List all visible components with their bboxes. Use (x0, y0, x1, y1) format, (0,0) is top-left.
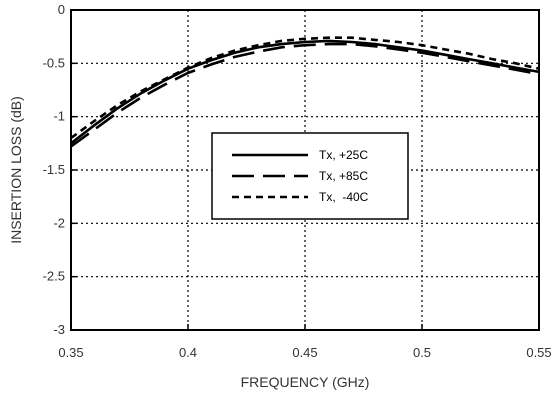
series-group (71, 36, 539, 148)
y-tick-label: -1 (53, 109, 65, 124)
y-axis-ticks: 0 -0.5 -1 -1.5 -2 -2.5 -3 (43, 2, 77, 337)
x-tick-label: 0.5 (413, 345, 431, 360)
legend-label-1: Tx, +25C (319, 148, 368, 162)
x-tick-label: 0.35 (58, 345, 83, 360)
y-tick-label: -0.5 (43, 55, 65, 70)
x-axis-ticks: 0.35 0.4 0.45 0.5 0.55 (58, 324, 552, 360)
legend-label-2: Tx, +85C (319, 169, 368, 183)
x-axis-title: FREQUENCY (GHz) (241, 374, 370, 390)
y-tick-label: 0 (58, 2, 65, 17)
legend-label-3: Tx, -40C (319, 190, 369, 204)
legend: Tx, +25C Tx, +85C Tx, -40C (211, 132, 409, 220)
y-axis-title: INSERTION LOSS (dB) (8, 96, 24, 244)
y-tick-label: -1.5 (43, 162, 65, 177)
series-line-2 (71, 42, 539, 148)
series-line-1 (71, 39, 539, 145)
y-tick-label: -2.5 (43, 269, 65, 284)
x-tick-label: 0.55 (526, 345, 551, 360)
y-tick-label: -2 (53, 215, 65, 230)
y-tick-label: -3 (53, 322, 65, 337)
series-line-3 (71, 36, 539, 140)
x-tick-label: 0.45 (292, 345, 317, 360)
x-tick-label: 0.4 (179, 345, 197, 360)
